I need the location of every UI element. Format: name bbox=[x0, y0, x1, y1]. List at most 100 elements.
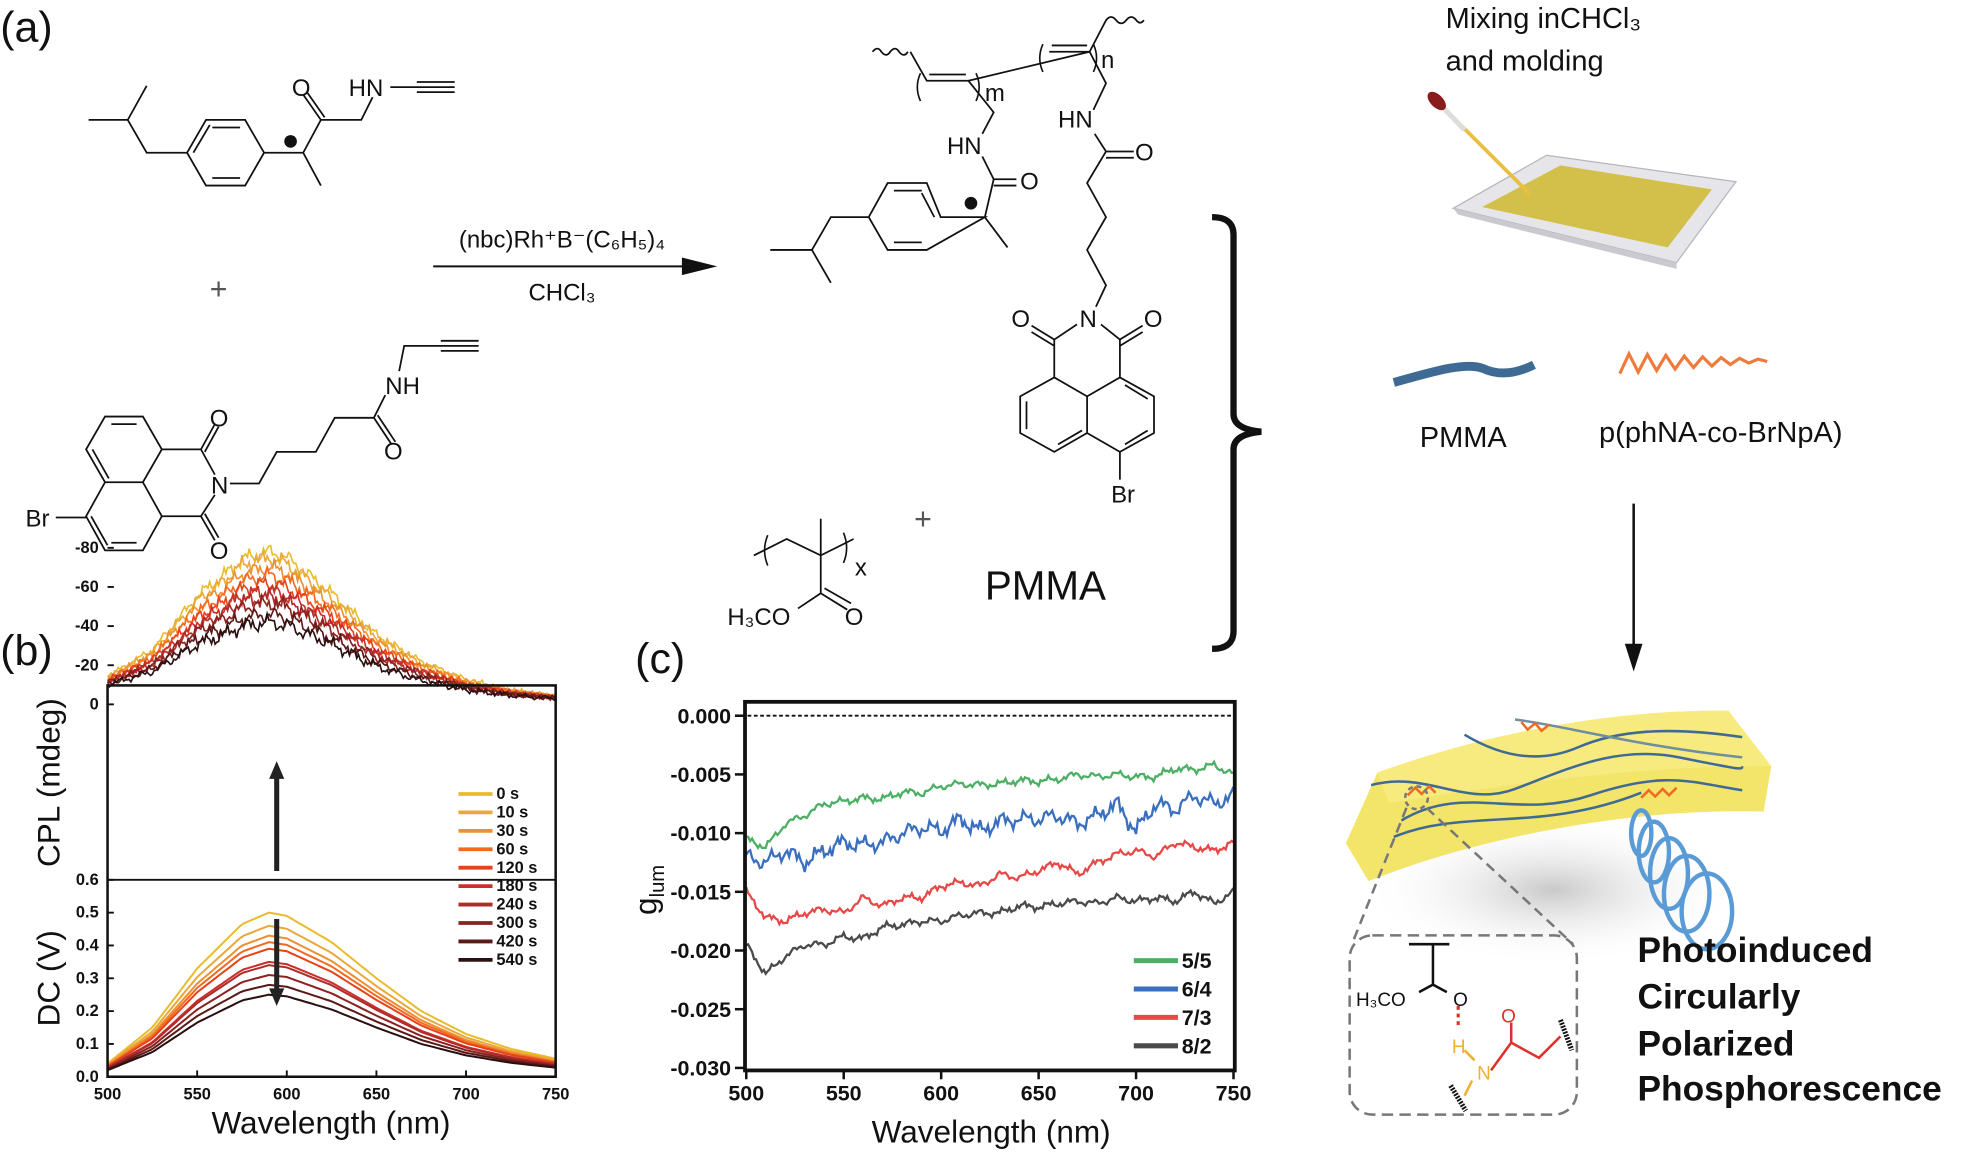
glum-series-5-5 bbox=[746, 759, 1234, 851]
index-n: n bbox=[1101, 47, 1114, 74]
x-tick-label: 700 bbox=[452, 1085, 479, 1103]
index-m: m bbox=[985, 80, 1005, 107]
film-illustration bbox=[1345, 710, 1772, 882]
legend: 5/5 6/4 7/3 8/2 bbox=[1133, 949, 1212, 1058]
panel-label-b: (b) bbox=[0, 627, 52, 675]
caption-line: Photoinduced bbox=[1637, 931, 1873, 970]
y-axis-label-cpl: CPL (mdeg) bbox=[31, 698, 67, 867]
index-x: x bbox=[855, 555, 867, 582]
time-arrow-dc bbox=[269, 918, 285, 1007]
x-tick-label: 550 bbox=[183, 1085, 210, 1103]
dc-series-10s bbox=[106, 924, 556, 1066]
stereocenter-dot-icon bbox=[964, 196, 978, 210]
panel-label-a: (a) bbox=[0, 4, 52, 52]
y-tick-label-dc: 0.1 bbox=[76, 1035, 99, 1053]
dc-series-0s bbox=[106, 911, 556, 1065]
arrowhead-icon bbox=[1624, 643, 1643, 672]
product-copolymer: m n HN HN O O N O O Br bbox=[770, 16, 1163, 508]
monomer-bromonaphthalimide-alkyne: Br N O O O NH bbox=[26, 339, 479, 565]
y-tick-label: -0.025 bbox=[670, 998, 731, 1022]
atom-hn: HN bbox=[349, 75, 384, 102]
atom-o: O bbox=[1135, 139, 1154, 166]
y-tick-label: -0.020 bbox=[670, 939, 731, 963]
pmma-monomer: x H₃CO O bbox=[727, 518, 867, 631]
atom-o: O bbox=[1144, 306, 1163, 333]
dc-series-420s bbox=[107, 983, 556, 1071]
x-tick-label: 700 bbox=[1118, 1082, 1154, 1106]
mold-tray-illustration bbox=[1427, 91, 1738, 269]
pmma-name: PMMA bbox=[985, 563, 1106, 609]
axis-ticks: 500 550 600 650 700 750 0 -20 -40 -60 -80 0.6 0.5 0.4… bbox=[75, 539, 569, 1104]
curly-brace bbox=[1211, 213, 1262, 652]
x-tick-label: 650 bbox=[363, 1085, 390, 1103]
atom-br: Br bbox=[26, 505, 50, 532]
reaction-arrow: (nbc)Rh⁺B⁻(C₆H₅)₄ CHCl₃ bbox=[433, 226, 718, 306]
y-axis-label-glum: glum bbox=[628, 865, 670, 915]
dc-series-group bbox=[106, 911, 556, 1072]
dc-series-240s bbox=[107, 964, 556, 1069]
inset-o-ester: O bbox=[1453, 990, 1468, 1011]
cpl-series-30s bbox=[107, 559, 557, 699]
process-arrow bbox=[1624, 503, 1643, 672]
y-tick-label-dc: 0.3 bbox=[76, 969, 99, 987]
chart-c: 500 550 600 650 700 750 0.000 -0.005 -0.010 -0.01… bbox=[628, 699, 1252, 1149]
pmma-label: PMMA bbox=[1420, 422, 1508, 454]
pmma-chain-icon bbox=[1392, 360, 1536, 387]
atom-n: N bbox=[211, 473, 228, 500]
y-tick-label: 0.000 bbox=[677, 704, 731, 728]
cpl-series-0s bbox=[107, 544, 557, 699]
x-axis-label: Wavelength (nm) bbox=[872, 1113, 1111, 1149]
arrowhead-icon bbox=[681, 257, 718, 276]
legend-label: 5/5 bbox=[1182, 949, 1212, 973]
inset-n: N bbox=[1477, 1063, 1491, 1084]
legend-label: 6/4 bbox=[1182, 978, 1212, 1002]
atom-h3co: H₃CO bbox=[727, 604, 790, 631]
y-tick-label: -0.010 bbox=[670, 822, 731, 846]
y-label-sub: lum bbox=[647, 865, 669, 898]
step-label-line2: and molding bbox=[1446, 46, 1604, 78]
monomer-ibuprofen-alkyne: O HN bbox=[88, 75, 455, 187]
copolymer-label: p(phNA-co-BrNpA) bbox=[1599, 417, 1842, 449]
legend-label: 420 s bbox=[496, 932, 537, 950]
atom-n: N bbox=[1080, 306, 1097, 333]
x-tick-label: 500 bbox=[728, 1082, 764, 1106]
caption-line: Circularly bbox=[1637, 978, 1800, 1017]
legend-label: 10 s bbox=[496, 803, 528, 821]
x-tick-label: 600 bbox=[273, 1085, 300, 1103]
x-tick-label: 750 bbox=[1216, 1082, 1252, 1106]
y-tick-label: -0.030 bbox=[670, 1056, 731, 1080]
y-tick-label-dc: 0.2 bbox=[76, 1002, 99, 1020]
cpl-series-300s bbox=[106, 592, 556, 702]
y-tick-label: -0.015 bbox=[670, 880, 731, 904]
plus-sign: + bbox=[210, 273, 228, 306]
inset-h: H bbox=[1452, 1037, 1466, 1058]
step-label-line1: Mixing inCHCl₃ bbox=[1446, 3, 1642, 35]
atom-hn: HN bbox=[1058, 106, 1093, 133]
legend-label: 7/3 bbox=[1182, 1006, 1212, 1030]
dc-series-540s bbox=[107, 993, 556, 1072]
y-tick-label-cpl: -40 bbox=[75, 617, 99, 635]
atom-o: O bbox=[1011, 306, 1030, 333]
y-tick-label-cpl: -20 bbox=[75, 656, 99, 674]
y-tick-label-dc: 0.4 bbox=[76, 937, 100, 955]
inset-o-amide: O bbox=[1501, 1006, 1516, 1027]
atom-o: O bbox=[210, 406, 229, 433]
zoom-inset: H₃CO O O H N bbox=[1348, 806, 1579, 1116]
catalyst-label: (nbc)Rh⁺B⁻(C₆H₅)₄ bbox=[459, 226, 665, 253]
caption-line: Phosphorescence bbox=[1637, 1070, 1941, 1109]
x-tick-label: 500 bbox=[94, 1085, 121, 1103]
x-axis-label: Wavelength (nm) bbox=[211, 1105, 450, 1141]
x-tick-label: 600 bbox=[923, 1082, 959, 1106]
glum-series-6-4 bbox=[745, 786, 1235, 873]
atom-nh: NH bbox=[385, 373, 420, 400]
atom-o: O bbox=[1020, 168, 1039, 195]
y-tick-label-dc: 0.6 bbox=[76, 871, 99, 889]
legend-label: 30 s bbox=[496, 822, 528, 840]
x-tick-label: 750 bbox=[542, 1085, 569, 1103]
copolymer-chain-icon bbox=[1618, 350, 1768, 376]
panel-label-c: (c) bbox=[635, 635, 685, 683]
legend-label: 0 s bbox=[496, 785, 519, 803]
y-label-main: g bbox=[628, 897, 664, 915]
solvent-label: CHCl₃ bbox=[528, 279, 595, 306]
